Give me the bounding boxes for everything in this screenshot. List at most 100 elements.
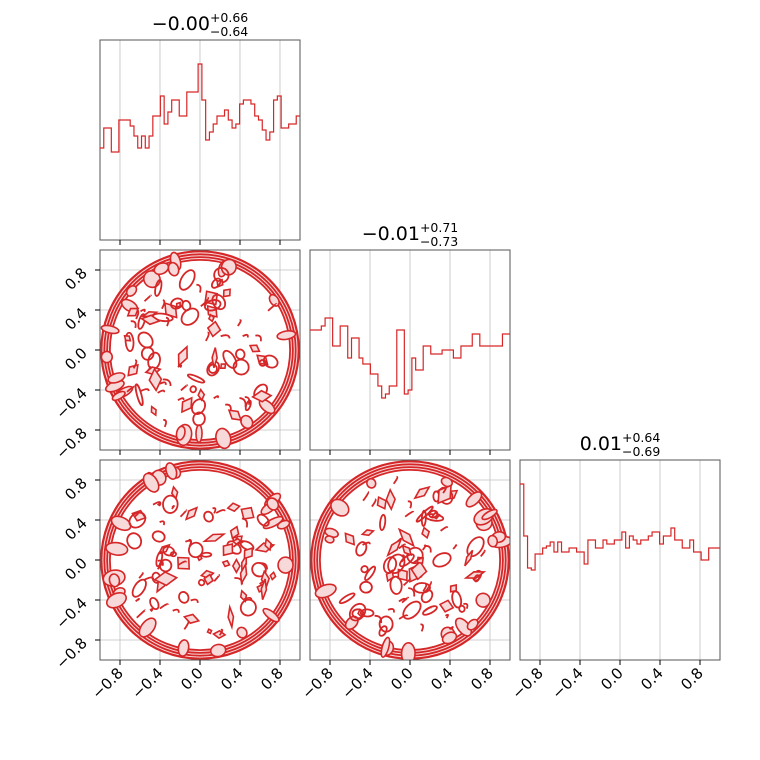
contour-segment [165,316,170,327]
contour-island [379,513,387,531]
contour-segment [408,587,416,597]
contour-blob [220,258,237,276]
contour-blob [100,350,114,364]
contour-segment [442,487,447,494]
contour-blob [475,592,491,608]
contour-segment [138,572,144,579]
contour-segment [259,562,268,570]
title-value: 0.01 [580,433,622,455]
contour-island [180,307,200,326]
contour-blob [167,261,180,277]
contour-island [203,510,214,523]
contour-blob [465,491,483,508]
contour-segment [425,580,432,591]
contour-segment [371,498,377,508]
hist-panel-3 [519,459,721,665]
contour-island [202,533,227,543]
y-tick-label: 0.4 [61,514,91,544]
contour-blob [481,508,498,521]
x-tick-label: −0.8 [508,664,546,702]
contour-island [229,525,240,540]
contour-blob [240,414,254,430]
contour-segment [398,543,406,550]
contour-island [464,549,474,567]
contour-island [139,314,162,326]
contour-island [154,279,163,297]
contour-island [264,537,272,552]
contour-blob [100,324,120,335]
contour-blob [466,618,479,631]
hist-panel-2 [309,249,511,455]
contour-island [231,557,241,574]
contour-island [344,532,356,546]
x-tick-label: 0.0 [597,664,627,694]
contour-segment [392,476,399,485]
x-tick-label: 0.4 [427,664,457,694]
contour-blob [107,372,126,384]
contour-segment [374,614,383,624]
title-value: −0.01 [362,223,420,245]
contour-segment [159,603,169,610]
contour-island [338,592,356,605]
contour-island [385,487,396,512]
contour-island [251,389,273,403]
contour-segment [243,596,253,601]
contour-island [150,405,157,417]
contour-island [178,591,190,604]
contour-island [235,348,246,360]
contour-segment [156,502,162,507]
contour-island [397,568,408,582]
y-tick-label: −0.4 [52,594,90,632]
contour-island [134,383,144,407]
title-plus: +0.66 [210,10,248,25]
x-tick-label: 0.8 [677,664,707,694]
contour-segment [234,577,244,585]
contour-island [123,334,132,342]
contour-ring [106,466,294,654]
contour-blob [236,626,248,639]
title-plus: +0.64 [622,430,660,445]
contour-island [140,346,155,361]
contour-island [184,506,199,521]
contour-island [210,277,222,289]
contour-island [359,608,375,618]
contour-segment [237,319,242,327]
contour-segment [424,545,432,553]
contour-segment [398,614,409,620]
contour-segment [144,576,155,581]
contour-island [219,363,227,369]
contour-island [351,608,365,620]
contour-island [243,547,254,560]
contour-segment [412,557,422,564]
contour-blob [266,497,280,511]
title-plus: +0.71 [420,220,458,235]
contour-segment [157,559,164,567]
contour-island [359,580,373,594]
contour-blob [105,541,129,556]
contour-segment [213,395,220,400]
contour-segment [232,539,243,548]
histogram-step-line [100,63,300,153]
title-value: −0.00 [152,13,210,35]
contour-blob [125,285,138,297]
histogram-step-line [310,317,510,399]
contour-island [402,600,422,620]
contour-segment [218,628,224,636]
contour-island [169,551,177,558]
contour-segment [180,384,189,392]
contour-segment [159,520,166,526]
x-tick-label: 0.0 [387,664,417,694]
y-tick-label: 0.0 [61,554,91,584]
contour-segment [215,509,226,514]
contour-segment [130,320,137,329]
contour-blob [276,330,297,341]
contour-ring [100,460,300,660]
contour-blob [195,424,203,444]
contour-island [177,556,191,570]
contour-panel-2-3 [309,459,511,665]
title-minus: −0.73 [420,234,458,249]
contour-segment [149,607,154,613]
contour-island [206,304,218,318]
contour-segment [140,308,146,313]
contour-island [149,596,160,611]
